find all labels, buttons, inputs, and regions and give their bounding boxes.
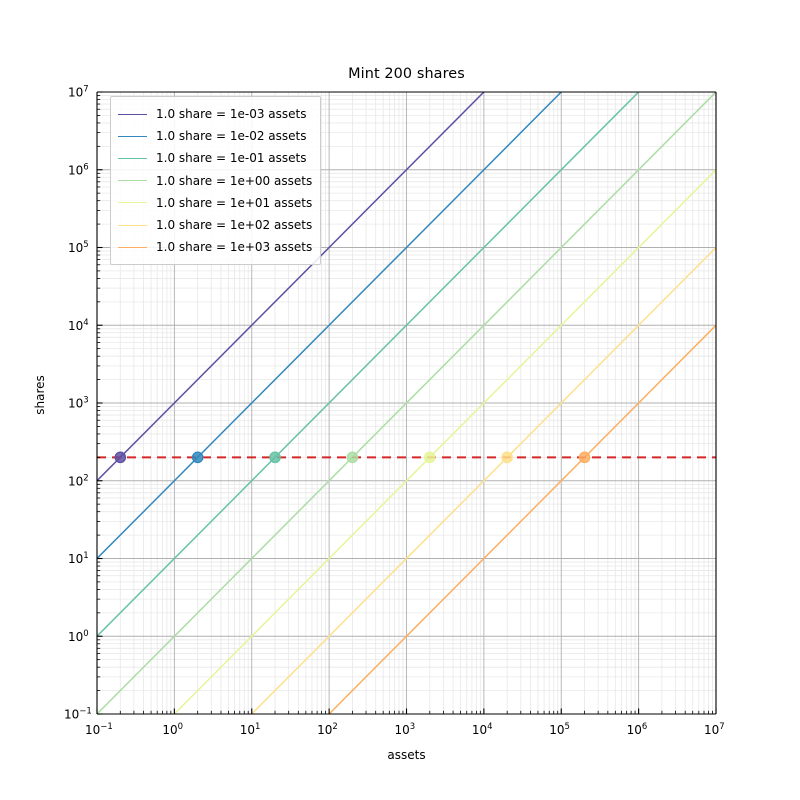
legend-item-4[interactable]: 1.0 share = 1e+01 assets: [118, 192, 312, 214]
y-tick-label-3: 102: [68, 473, 89, 488]
series-line-5: [251, 246, 716, 714]
x-tick-label-1: 100: [162, 722, 183, 737]
x-tick-label-5: 104: [472, 722, 493, 737]
legend-swatch-line-icon: [118, 157, 147, 159]
legend-swatch-line-icon: [118, 135, 147, 137]
y-tick-label-4: 103: [68, 396, 89, 411]
legend-item-label: 1.0 share = 1e+02 assets: [156, 218, 313, 233]
y-tick-label-5: 104: [68, 318, 89, 333]
series-line-0: [97, 92, 485, 482]
legend-item-6[interactable]: 1.0 share = 1e+03 assets: [118, 236, 312, 258]
legend-item-label: 1.0 share = 1e-01 assets: [156, 151, 307, 166]
legend-item-label: 1.0 share = 1e+01 assets: [156, 195, 313, 210]
legend-item-label: 1.0 share = 1e-02 assets: [156, 129, 307, 144]
legend-swatch-line-icon: [118, 180, 147, 182]
series-line-6: [328, 324, 716, 714]
marker-group: [114, 451, 591, 464]
legend-item-label: 1.0 share = 1e+00 assets: [156, 173, 313, 188]
intersection-marker-4[interactable]: [423, 451, 436, 464]
x-tick-label-4: 103: [395, 722, 416, 737]
y-tick-label-0: 10−1: [64, 707, 92, 722]
x-tick-label-6: 105: [549, 722, 570, 737]
intersection-marker-3[interactable]: [346, 451, 359, 464]
y-tick-label-6: 105: [68, 240, 89, 255]
x-tick-label-3: 102: [317, 722, 338, 737]
legend-swatch-line-icon: [118, 202, 147, 204]
chart-legend: 1.0 share = 1e-03 assets 1.0 share = 1e-0…: [110, 96, 322, 266]
tick-labels: 10−1 100 101 102 103 104 105 106 107 10−1 100 101 10…: [64, 85, 725, 738]
x-axis-label: assets: [387, 748, 426, 762]
x-tick-label-7: 106: [627, 722, 648, 737]
intersection-marker-1[interactable]: [191, 451, 204, 464]
legend-item-3[interactable]: 1.0 share = 1e+00 assets: [118, 170, 312, 192]
legend-item-2[interactable]: 1.0 share = 1e-01 assets: [118, 147, 312, 169]
series-line-4: [173, 169, 716, 714]
legend-swatch-line-icon: [118, 246, 147, 248]
y-tick-label-8: 107: [68, 85, 89, 100]
x-tick-label-2: 101: [240, 722, 261, 737]
intersection-marker-0[interactable]: [114, 451, 127, 464]
legend-item-0[interactable]: 1.0 share = 1e-03 assets: [118, 103, 312, 125]
legend-item-label: 1.0 share = 1e+03 assets: [156, 240, 313, 255]
y-tick-label-7: 106: [68, 162, 89, 177]
y-tick-label-1: 100: [68, 629, 89, 644]
series-line-2: [97, 92, 640, 637]
series-group: [97, 92, 716, 714]
y-axis-label: shares: [33, 375, 47, 415]
intersection-marker-2[interactable]: [269, 451, 281, 464]
legend-item-label: 1.0 share = 1e-03 assets: [156, 107, 307, 122]
series-line-3: [97, 92, 716, 714]
legend-item-1[interactable]: 1.0 share = 1e-02 assets: [118, 125, 312, 147]
x-tick-label-8: 107: [704, 722, 725, 737]
legend-swatch-line-icon: [118, 113, 147, 115]
legend-swatch-line-icon: [118, 224, 147, 226]
axis-ticks: [96, 91, 717, 715]
intersection-marker-5[interactable]: [501, 451, 513, 464]
legend-item-5[interactable]: 1.0 share = 1e+02 assets: [118, 214, 312, 236]
y-tick-label-2: 101: [68, 551, 89, 566]
series-line-1: [97, 92, 562, 560]
x-tick-label-0: 10−1: [85, 722, 113, 737]
intersection-marker-6[interactable]: [578, 451, 591, 464]
chart-title: Mint 200 shares: [348, 66, 465, 82]
